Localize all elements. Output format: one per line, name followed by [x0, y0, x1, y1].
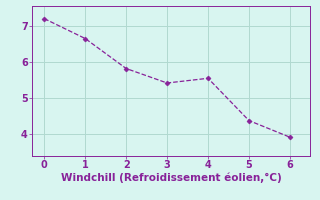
- X-axis label: Windchill (Refroidissement éolien,°C): Windchill (Refroidissement éolien,°C): [61, 173, 282, 183]
